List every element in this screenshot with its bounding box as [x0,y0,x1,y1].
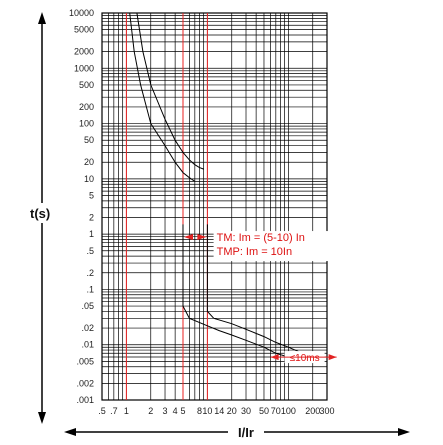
annotation-10ms: ≤10ms [290,353,320,364]
series-line-4 [206,224,313,358]
y-tick-label: 5 [89,190,94,200]
y-tick-label: 1 [89,229,94,239]
y-tick-label: 10000 [69,8,94,18]
y-tick-label: .1 [86,284,94,294]
y-tick-labels: 10000 5000 2000 1000 500 200 100 50 20 10 5 2 1 .5 .2.… [69,8,94,405]
y-tick-label: 500 [79,80,94,90]
arrow-marker [270,354,279,361]
y-tick-label: .005 [76,356,94,366]
x-axis-label: I/Ir [238,425,254,440]
x-tick-label: .5 [98,406,106,416]
series-line-2 [136,12,204,170]
x-tick-label: 3 [163,406,168,416]
y-tick-label: .5 [86,246,94,256]
y-tick-label: 1000 [74,63,94,73]
y-tick-label: 2 [89,213,94,223]
x-tick-label: 100 [281,406,296,416]
x-tick-label: 200 [305,406,320,416]
x-tick-label: 20 [227,406,237,416]
series-curves [129,12,313,362]
x-tick-label: 14 [214,406,224,416]
grid [101,12,328,401]
y-tick-label: .01 [81,340,94,350]
x-tick-label: 10 [202,406,212,416]
annotation-tm: TM: Im = (5-10) In [217,232,305,244]
y-tick-label: .2 [86,268,94,278]
x-tick-label: 70 [271,406,281,416]
annotations: TM: Im = (5-10) In TMP: Im = 10In ≤10ms [183,231,337,364]
x-tick-label: 4 [173,406,178,416]
arrow-marker [328,354,337,361]
y-tick-label: .02 [81,323,94,333]
y-tick-label: 50 [84,135,94,145]
x-tick-label: 5 [180,406,185,416]
x-tick-label: 2 [148,406,153,416]
arrow-marker [197,234,207,241]
x-tick-label: 8 [197,406,202,416]
y-tick-label: 10 [84,174,94,184]
y-tick-label: .002 [76,378,94,388]
annotation-tmp: TMP: Im = 10In [217,246,292,258]
x-tick-label: 300 [319,406,334,416]
x-tick-labels: .5 .7 1 2 3 4 5 8 10 14 20 30 50 70 100 200 300 [98,406,334,416]
x-tick-label: 1 [124,406,129,416]
y-tick-label: .001 [76,395,94,405]
series-line-3 [182,224,298,362]
y-tick-label: 5000 [74,25,94,35]
x-tick-label: 50 [259,406,269,416]
annotation-box [213,231,332,262]
highlight-lines [125,13,208,400]
y-tick-label: 2000 [74,47,94,57]
y-tick-label: .05 [81,301,94,311]
series-line-1 [129,12,196,182]
y-tick-label: 100 [79,119,94,129]
x-tick-label: .7 [110,406,118,416]
y-tick-label: 20 [84,157,94,167]
y-tick-label: 200 [79,102,94,112]
y-axis-label: t(s) [30,206,50,221]
arrow-marker [183,234,193,241]
x-tick-label: 30 [241,406,251,416]
